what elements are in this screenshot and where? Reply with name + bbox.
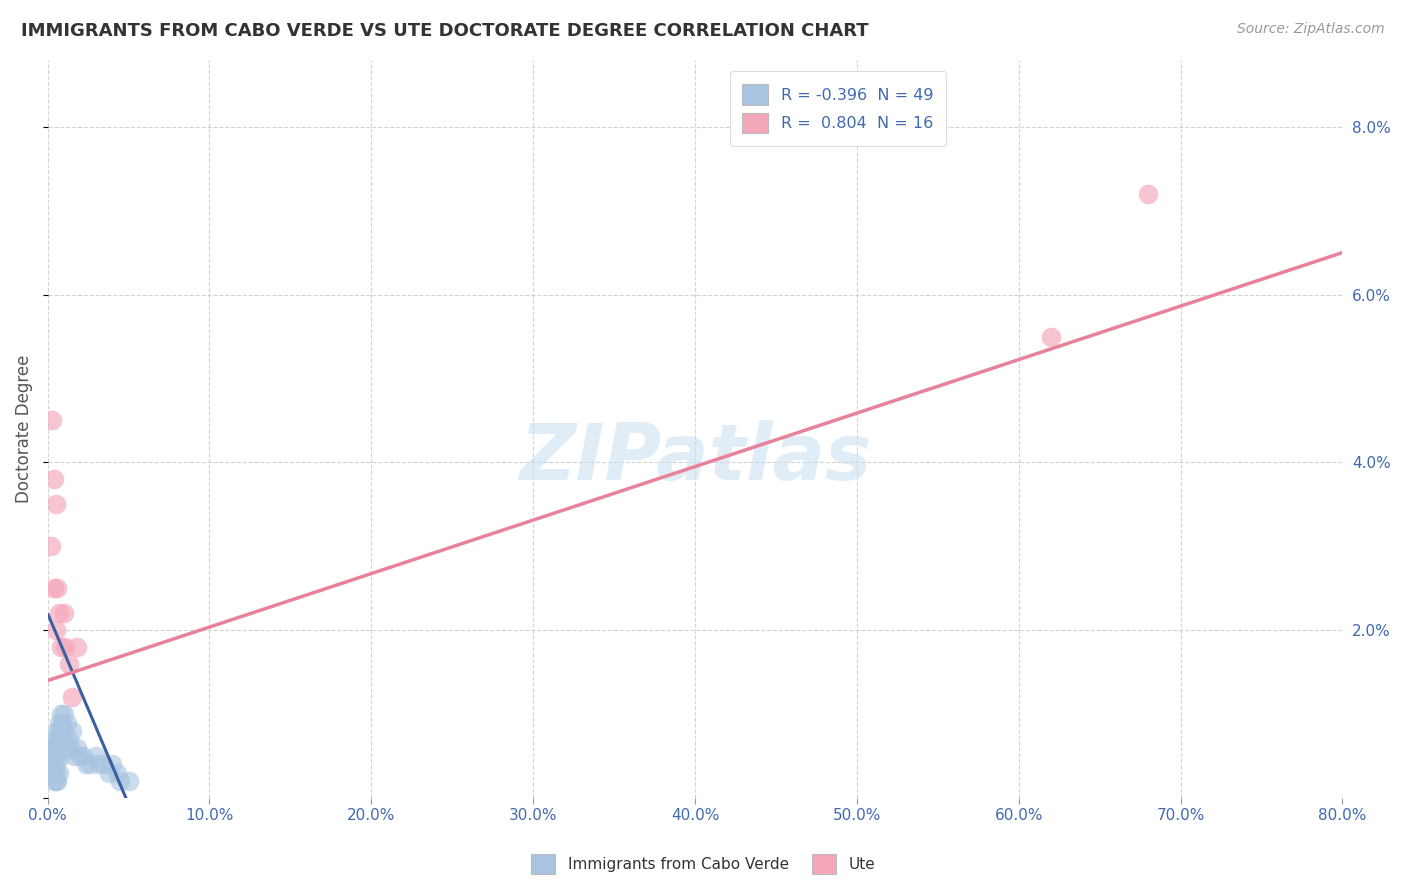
Point [42, 774, 65, 789]
Point [49, 749, 72, 764]
Point [110, 774, 132, 789]
Point [59, 740, 82, 755]
Point [93, 757, 115, 772]
Point [48, 607, 70, 621]
Point [52, 707, 75, 722]
Point [45, 749, 67, 764]
Point [52, 723, 75, 738]
Point [49, 707, 72, 722]
Point [60, 690, 83, 705]
Point [101, 757, 124, 772]
Point [66, 740, 89, 755]
Point [41, 757, 63, 772]
Point [49, 723, 72, 738]
Point [45, 624, 67, 638]
Point [56, 715, 79, 730]
Point [48, 715, 70, 730]
Point [46, 732, 69, 747]
Point [72, 749, 94, 764]
Point [51, 732, 73, 747]
Point [105, 765, 128, 780]
Text: Source: ZipAtlas.com: Source: ZipAtlas.com [1237, 22, 1385, 37]
Point [42, 765, 65, 780]
Point [55, 640, 77, 654]
Point [45, 497, 67, 511]
Point [46, 581, 69, 595]
Point [42, 472, 65, 486]
Point [42, 581, 65, 595]
Point [58, 732, 80, 747]
Point [48, 765, 70, 780]
Point [1040, 329, 1063, 343]
Point [75, 757, 97, 772]
Point [58, 657, 80, 671]
Text: ZIPatlas: ZIPatlas [519, 420, 872, 496]
Point [46, 723, 69, 738]
Point [62, 749, 84, 764]
Point [45, 732, 67, 747]
Point [45, 774, 67, 789]
Point [45, 765, 67, 780]
Point [39, 539, 62, 553]
Point [41, 765, 63, 780]
Point [41, 749, 63, 764]
Point [39, 765, 62, 780]
Point [48, 732, 70, 747]
Point [1137, 186, 1160, 201]
Point [66, 640, 89, 654]
Point [45, 757, 67, 772]
Point [79, 757, 101, 772]
Point [39, 757, 62, 772]
Point [42, 749, 65, 764]
Point [69, 749, 91, 764]
Point [52, 607, 75, 621]
Legend: R = -0.396  N = 49, R =  0.804  N = 16: R = -0.396 N = 49, R = 0.804 N = 16 [730, 71, 946, 146]
Point [51, 715, 73, 730]
Y-axis label: Doctorate Degree: Doctorate Degree [15, 355, 32, 503]
Point [45, 740, 67, 755]
Point [60, 723, 83, 738]
Point [98, 765, 121, 780]
Point [41, 413, 63, 427]
Point [49, 640, 72, 654]
Point [46, 774, 69, 789]
Point [48, 723, 70, 738]
Point [84, 749, 107, 764]
Point [42, 740, 65, 755]
Point [89, 757, 111, 772]
Point [117, 774, 139, 789]
Point [55, 740, 77, 755]
Text: IMMIGRANTS FROM CABO VERDE VS UTE DOCTORATE DEGREE CORRELATION CHART: IMMIGRANTS FROM CABO VERDE VS UTE DOCTOR… [21, 22, 869, 40]
Point [46, 740, 69, 755]
Legend: Immigrants from Cabo Verde, Ute: Immigrants from Cabo Verde, Ute [524, 848, 882, 880]
